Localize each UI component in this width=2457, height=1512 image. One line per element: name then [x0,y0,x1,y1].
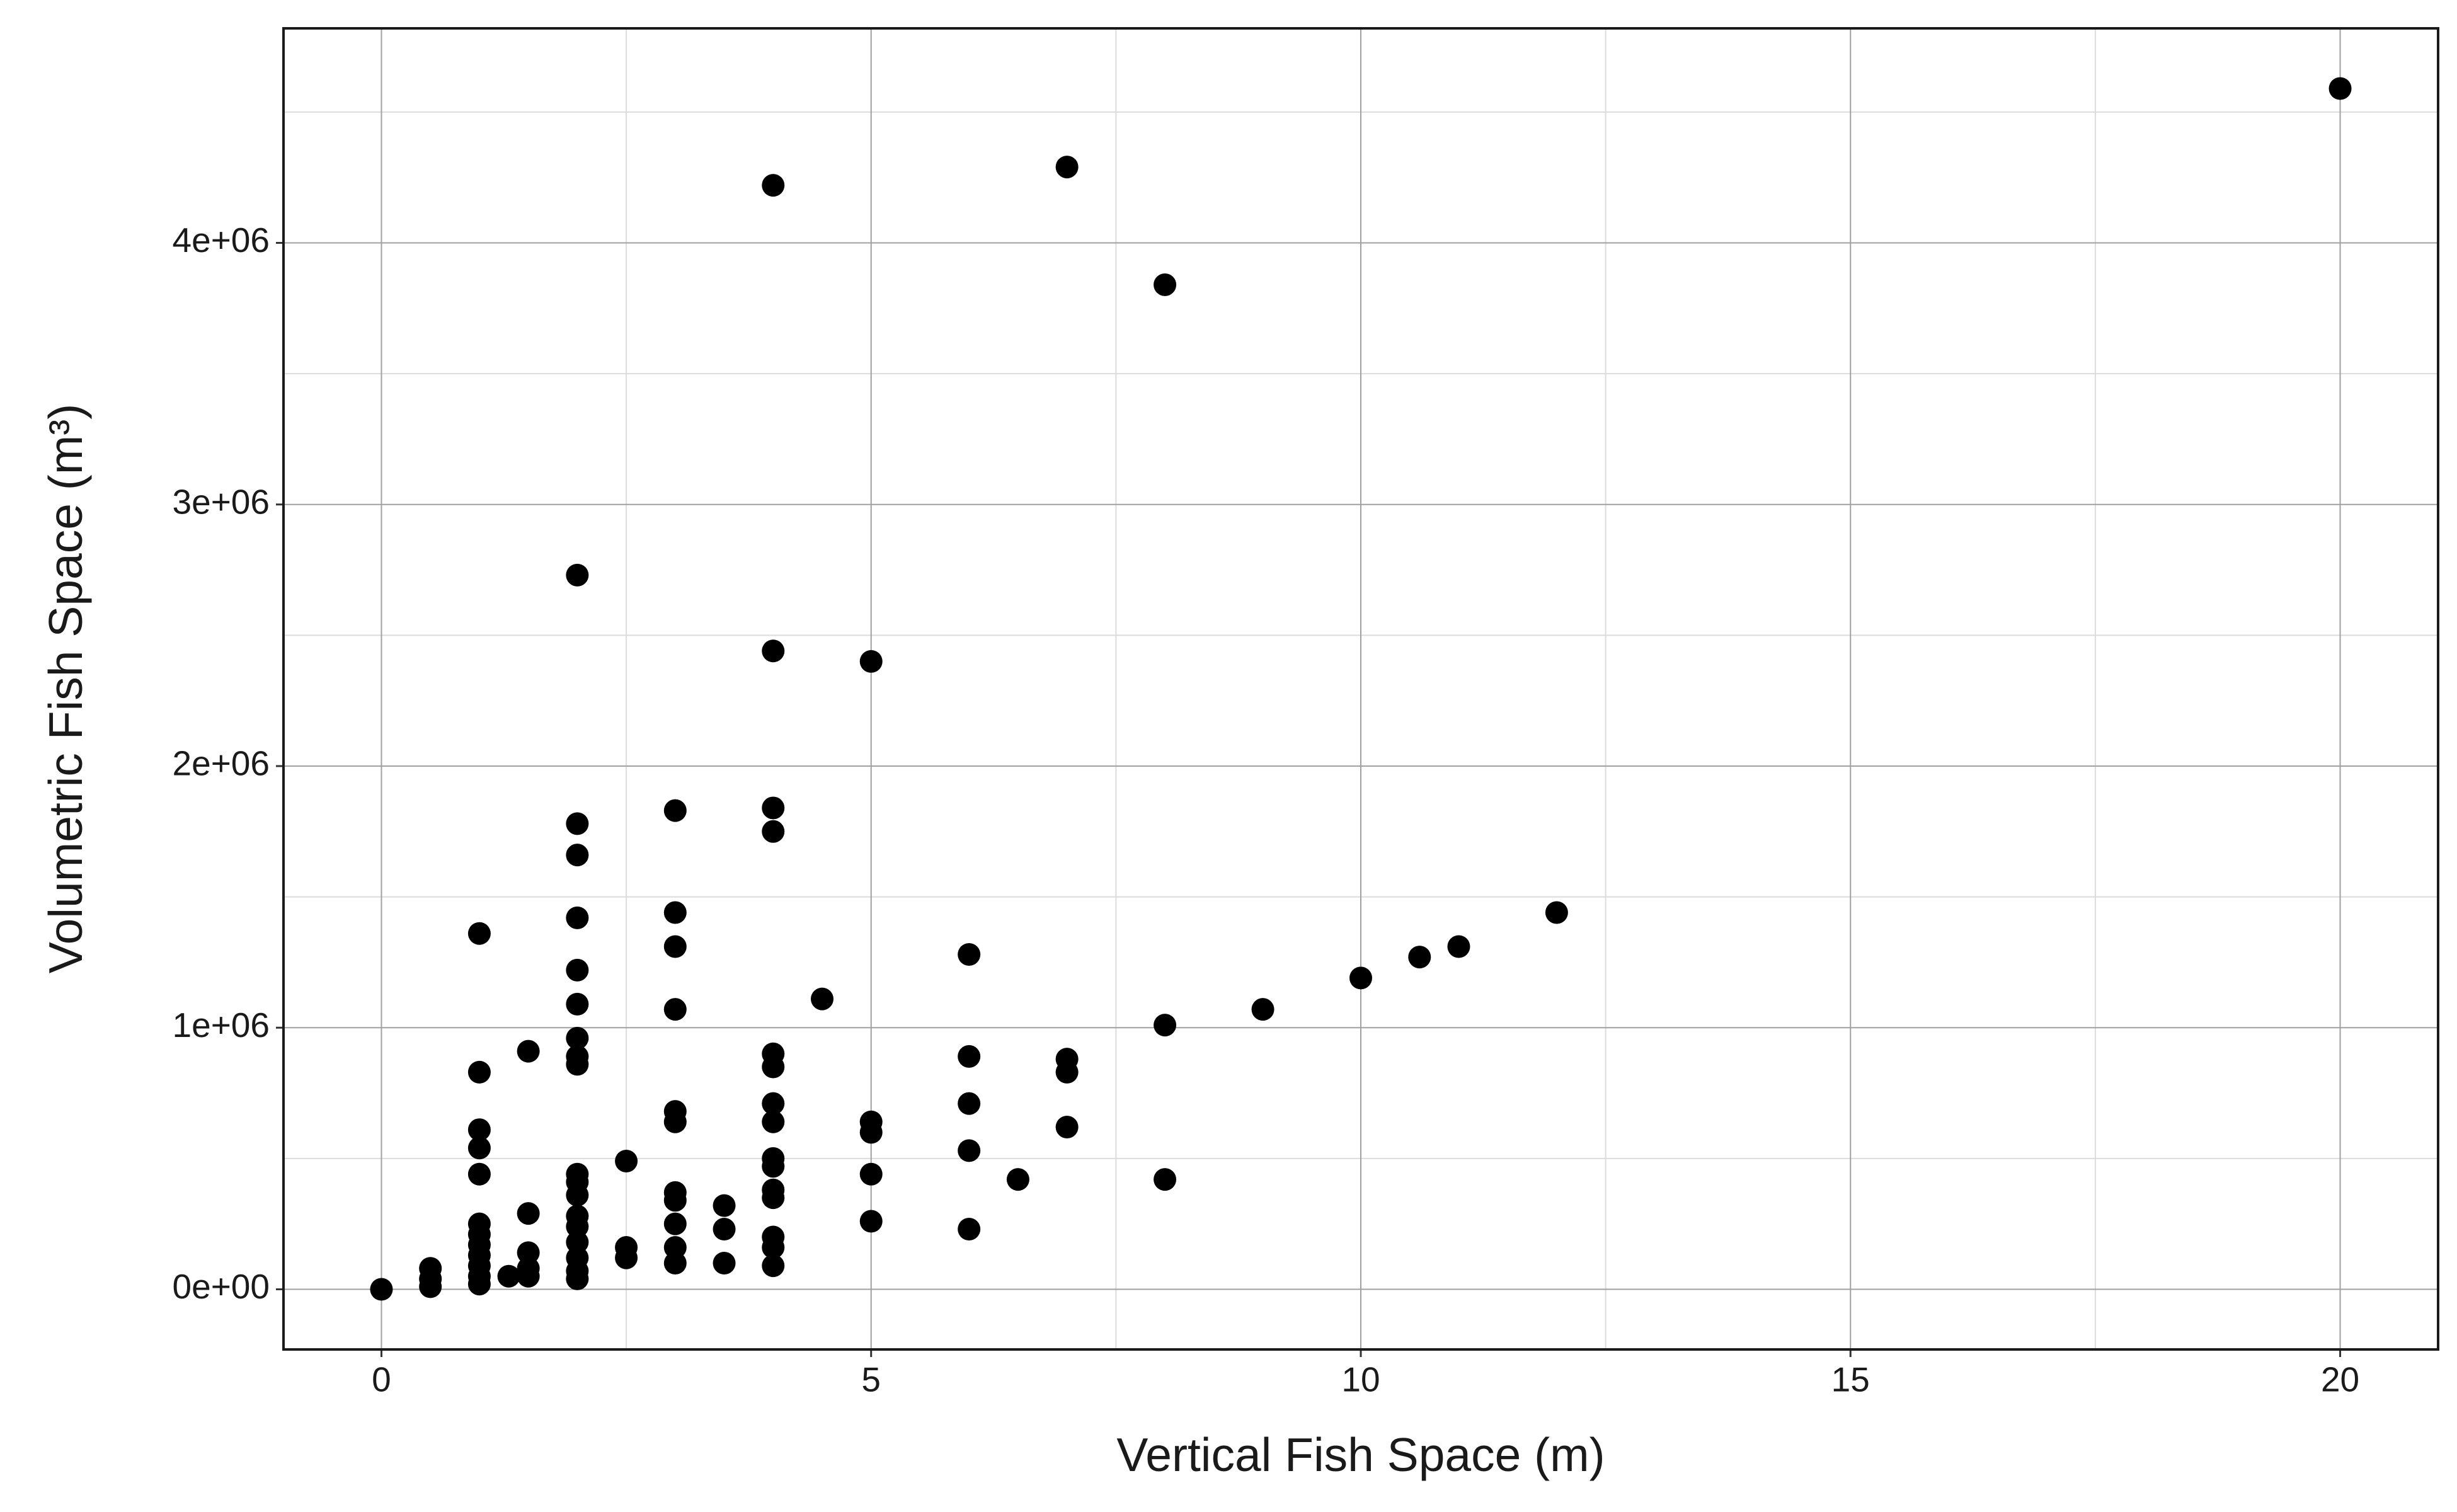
point [566,906,589,929]
point [1154,273,1177,296]
point [467,922,491,945]
point [517,1241,540,1264]
point [762,820,785,843]
point [762,1254,785,1278]
y-tick-label: 4e+06 [173,220,270,260]
point [1006,1168,1029,1191]
y-tick-label: 1e+06 [173,1005,270,1045]
point [566,1215,589,1238]
point [762,1055,785,1079]
point [517,1264,540,1288]
point [663,1110,687,1133]
point [566,1026,589,1050]
point [958,1217,981,1240]
y-tick-label: 0e+00 [173,1267,270,1306]
point [859,650,883,673]
point [663,998,687,1021]
y-axis-title: Volumetric Fish Space (m³) [39,404,92,973]
point [958,1045,981,1068]
point [2328,77,2352,100]
point [762,1110,785,1133]
point [517,1202,540,1225]
point [566,958,589,982]
point [859,1162,883,1186]
point [467,1137,491,1160]
point [566,1184,589,1207]
point [1055,156,1079,179]
point [1251,998,1274,1021]
point [762,796,785,820]
point [713,1251,736,1274]
x-tick-label: 15 [1831,1360,1870,1399]
point [762,1186,785,1210]
point [663,799,687,822]
point [762,639,785,663]
point [762,1092,785,1115]
point [566,812,589,835]
point [370,1278,393,1301]
point [566,1230,589,1254]
point [663,901,687,924]
point [467,1060,491,1084]
point [811,987,833,1011]
point [467,1162,491,1186]
y-tick-label: 3e+06 [173,482,270,521]
panel-border [282,27,2439,1351]
x-tick-label: 5 [861,1360,881,1399]
point [713,1194,736,1217]
point [566,563,589,587]
point [1055,1116,1079,1139]
point [958,942,981,966]
point [467,1273,491,1296]
point [663,1236,687,1259]
point [958,1092,981,1115]
x-tick-label: 0 [372,1360,391,1399]
point [1154,1014,1177,1037]
point [859,1121,883,1144]
point [419,1275,442,1298]
point [517,1040,540,1063]
point [663,1189,687,1212]
point [762,174,785,197]
point [467,1118,491,1142]
point [663,1212,687,1235]
point [663,1251,687,1274]
point [1349,966,1372,990]
point [1447,935,1470,958]
x-tick-label: 10 [1341,1360,1380,1399]
x-axis-title: Vertical Fish Space (m) [1116,1428,1605,1481]
point [762,1236,785,1259]
point [566,1267,589,1290]
x-tick-label: 20 [2321,1360,2359,1399]
point [615,1246,638,1269]
point [1545,901,1568,924]
point [1408,946,1431,969]
y-tick-label: 2e+06 [173,744,270,783]
point [497,1264,520,1288]
point [615,1150,638,1173]
point [1154,1168,1177,1191]
point [566,844,589,867]
point [566,992,589,1016]
point [566,1053,589,1076]
point [713,1217,736,1240]
point [663,935,687,958]
point [958,1139,981,1162]
point [859,1210,883,1233]
point [762,1155,785,1178]
point [1055,1060,1079,1084]
